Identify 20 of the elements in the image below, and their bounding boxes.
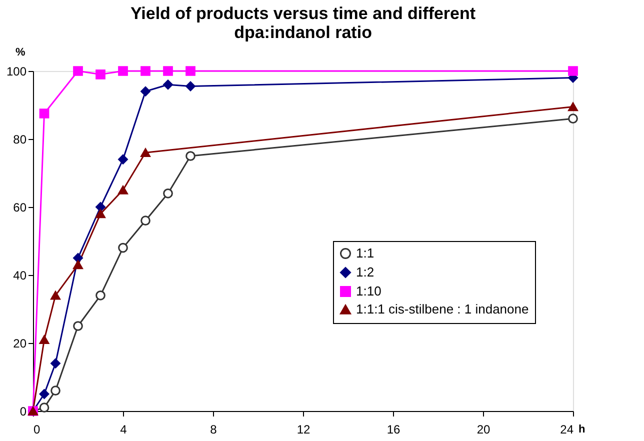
x-tick-label: 12 <box>296 422 310 436</box>
chart-title: Yield of products versus time and different dpa:indanol ratio <box>130 4 476 42</box>
y-tick-label: 20 <box>13 336 27 350</box>
y-tick-label: 0 <box>20 404 27 418</box>
y-tick-label: 60 <box>13 200 27 214</box>
x-tick-label: 24 <box>560 422 574 436</box>
y-tick-label: 100 <box>6 64 27 78</box>
x-tick-label: 0 <box>34 422 40 436</box>
legend-label: 1:1:1 cis-stilbene : 1 indanone <box>356 302 529 316</box>
x-tick-label: 20 <box>476 422 490 436</box>
x-tick-label: 4 <box>120 422 128 436</box>
y-axis-title: % <box>16 46 26 58</box>
x-tick-label: 8 <box>210 422 218 436</box>
y-tick-label: 40 <box>13 268 27 282</box>
x-tick-label: 16 <box>386 422 400 436</box>
legend-label: 1:2 <box>356 264 374 280</box>
legend-label: 1:10 <box>356 284 382 298</box>
x-axis-title: h <box>578 424 586 436</box>
legend-label: 1:1 <box>356 246 374 260</box>
y-tick-label: 80 <box>13 132 27 146</box>
